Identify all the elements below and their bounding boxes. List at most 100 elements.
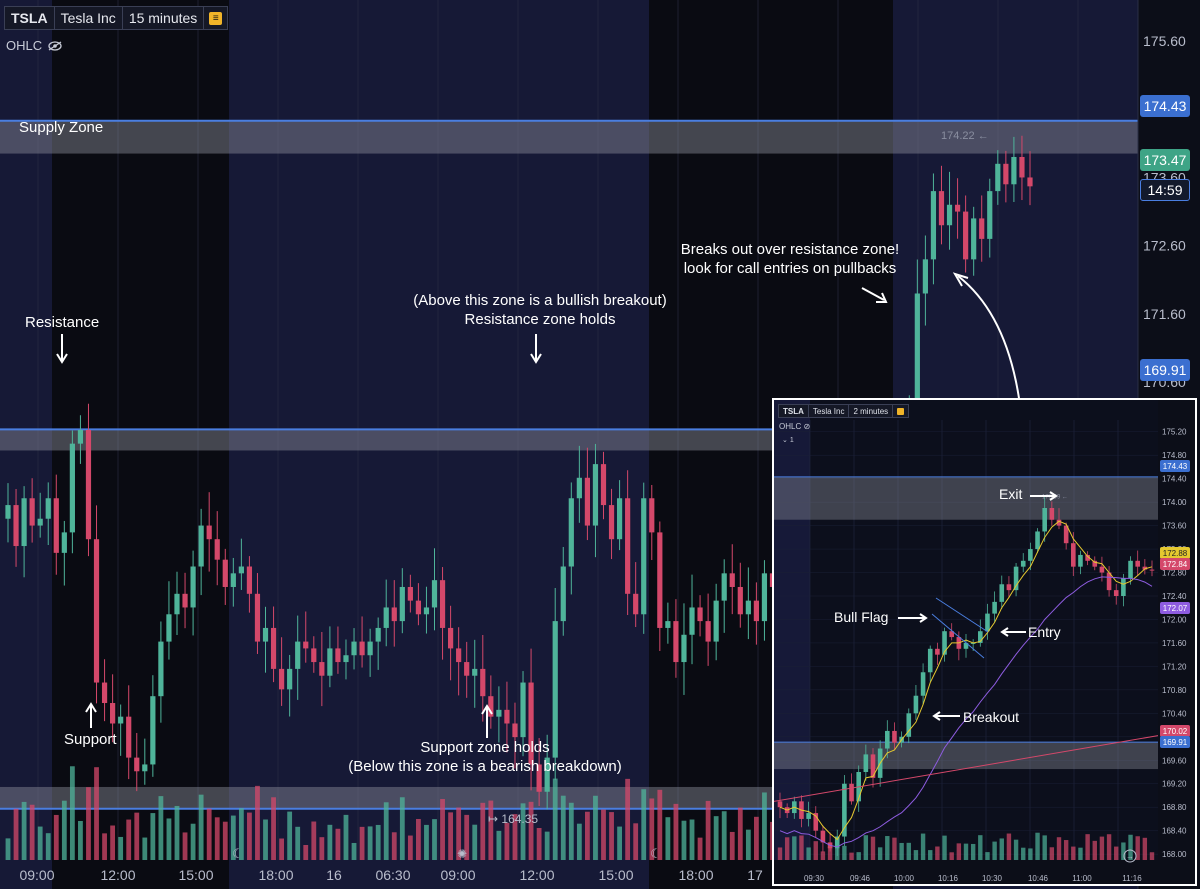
inset-fast-ma — [779, 520, 1153, 841]
candle-body — [737, 586, 743, 615]
inset-candle-body — [978, 631, 983, 643]
inset-volume-bar — [820, 851, 826, 860]
y-tick-label: 172.60 — [1143, 238, 1186, 254]
inset-interval[interactable]: 2 minutes — [849, 405, 894, 417]
candle-body — [222, 559, 228, 587]
candle-body — [930, 191, 937, 260]
inset-last-down-price: 172.84 — [1160, 558, 1190, 570]
volume-bar — [61, 800, 67, 860]
candle-body — [101, 682, 108, 704]
inset-candle-body — [999, 584, 1005, 602]
candle-body — [946, 204, 953, 226]
inset-chart-plot[interactable]: 173.99 ←175.20174.80174.40174.00173.6017… — [774, 400, 1197, 886]
inset-symbol[interactable]: TSLA — [779, 405, 809, 417]
inset-flag-icon[interactable] — [893, 405, 908, 417]
support-holds-line2: (Below this zone is a bearish breakdown) — [348, 758, 622, 775]
candle-body — [954, 204, 961, 212]
x-tick-label: 12:00 — [100, 867, 135, 883]
inset-candle-body — [842, 783, 847, 837]
inset-candle-body — [1056, 519, 1062, 526]
inset-scroll-icon — [1123, 849, 1137, 863]
bull-flag-arrow-head — [919, 613, 928, 623]
inset-volume-bar — [928, 850, 933, 860]
candle-body — [592, 464, 599, 526]
candle-body — [53, 498, 59, 553]
inset-chart[interactable]: 173.99 ← 175.20 174.80 174.40 174.00 173.60 17… — [772, 398, 1197, 886]
candle-body — [238, 566, 244, 574]
inset-candle-body — [1142, 566, 1148, 570]
inset-candle-body — [863, 754, 869, 772]
volume-bar — [343, 814, 349, 860]
inset-volume-bar — [999, 838, 1004, 860]
inset-volume-bar — [813, 841, 818, 860]
inset-volume-bar — [1056, 837, 1062, 860]
candle-body — [584, 477, 591, 526]
inset-volume-bar — [1106, 834, 1112, 860]
exit-arrow-head — [1049, 491, 1058, 501]
moon-icon: ☾ — [232, 846, 244, 861]
candle-body — [198, 525, 204, 567]
inset-volume-bar — [1114, 846, 1119, 860]
high-mark: 174.22 ← — [941, 130, 989, 142]
inset-volume-bar — [1071, 846, 1076, 860]
candle-body — [689, 607, 695, 635]
inset-y-tick: 170.80 — [1162, 686, 1187, 695]
candle-body — [456, 648, 462, 663]
support-holds-arrow-head — [481, 704, 493, 715]
volume-bar — [134, 812, 140, 860]
volume-bar — [198, 794, 204, 860]
volume-bar — [424, 824, 429, 860]
inset-eye-icon[interactable]: ⊘ — [803, 422, 811, 431]
interval-label[interactable]: 15 minutes — [123, 7, 205, 29]
volume-bar — [448, 812, 453, 860]
candle-body — [182, 593, 188, 608]
inset-indicator-count[interactable]: ⌄ 1 — [782, 437, 794, 444]
candle-body — [496, 709, 502, 717]
candle-body — [673, 621, 679, 663]
inset-candle-body — [1106, 572, 1112, 591]
inset-volume-bar — [1128, 834, 1133, 860]
flag-icon[interactable]: ≡ — [204, 7, 227, 29]
inset-candle-body — [942, 631, 947, 655]
inset-volume-bar — [992, 841, 997, 860]
candle-body — [327, 648, 333, 676]
volume-bar — [271, 797, 276, 860]
candle-body — [214, 539, 220, 560]
inset-candle-body — [920, 672, 926, 696]
inset-resistance-zone — [774, 742, 1158, 770]
candle-body — [407, 586, 413, 601]
inset-time-axis — [774, 860, 1195, 884]
inset-volume-bar — [1013, 839, 1019, 860]
volume-bar — [407, 835, 413, 860]
candle-body — [359, 641, 365, 656]
inset-x-tick: 10:00 — [894, 874, 915, 883]
volume-bar — [94, 767, 99, 860]
support-holds-annotation: Support zone holds (Below this zone is a… — [330, 738, 640, 776]
symbol-label[interactable]: TSLA — [5, 7, 55, 29]
ohlc-legend[interactable]: OHLC — [6, 38, 62, 53]
volume-bar — [118, 836, 124, 860]
volume-bar — [359, 826, 365, 860]
inset-y-tick: 168.00 — [1162, 850, 1187, 859]
zone-supply — [0, 120, 1138, 154]
ohlc-label: OHLC — [6, 38, 43, 53]
inset-candle-body — [1049, 508, 1055, 520]
inset-candle-body — [1013, 566, 1019, 591]
sun-icon: ✺ — [457, 847, 467, 861]
candle-body — [721, 573, 727, 601]
candle-body — [431, 580, 438, 608]
candle-body — [174, 593, 180, 615]
inset-volume-bar — [920, 833, 926, 860]
volume-bar — [520, 803, 526, 860]
candle-body — [472, 668, 478, 676]
inset-ohlc-legend[interactable]: OHLC ⊘ — [779, 422, 810, 431]
inset-y-tick: 173.60 — [1162, 522, 1187, 531]
breakout-arrow-head — [932, 711, 941, 721]
candle-body — [158, 641, 164, 697]
eye-crossed-icon[interactable] — [48, 40, 62, 51]
volume-bar — [190, 823, 196, 860]
breakout-label: Breakout — [963, 709, 1020, 725]
resistance-holds-arrow-head — [530, 353, 542, 364]
session-band — [0, 0, 52, 889]
volume-bar — [649, 798, 655, 860]
